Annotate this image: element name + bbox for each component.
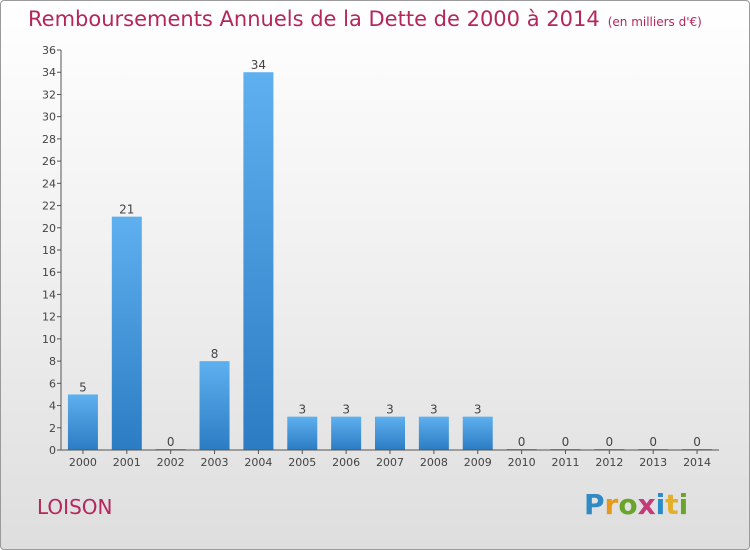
chart-title: Remboursements Annuels de la Dette de 20… (28, 7, 600, 31)
bar-value-label: 5 (79, 380, 87, 394)
bar-value-label: 3 (298, 403, 306, 417)
bar-2009 (462, 416, 493, 450)
y-tick-label: 2 (49, 422, 56, 435)
bar-value-label: 0 (518, 435, 526, 449)
bar-2007 (375, 416, 405, 450)
bar-value-label: 0 (562, 435, 570, 449)
bar-2008 (418, 416, 449, 450)
y-tick-label: 24 (42, 177, 56, 190)
y-tick-label: 30 (42, 111, 56, 124)
x-tick-label: 2010 (508, 456, 536, 469)
bar-value-label: 3 (342, 403, 350, 417)
y-tick-label: 22 (42, 200, 56, 213)
y-tick-label: 14 (42, 288, 56, 301)
x-tick-label: 2000 (69, 456, 97, 469)
x-tick-label: 2012 (595, 456, 623, 469)
chart-title-block: Remboursements Annuels de la Dette de 20… (28, 7, 702, 31)
x-tick-label: 2007 (376, 456, 404, 469)
bar-value-label: 3 (474, 403, 482, 417)
y-tick-label: 20 (42, 222, 56, 235)
x-tick-label: 2011 (551, 456, 579, 469)
y-tick-label: 32 (42, 88, 56, 101)
y-tick-label: 16 (42, 266, 56, 279)
bar-value-label: 0 (606, 435, 614, 449)
bar-2003 (199, 361, 230, 450)
bar-value-label: 34 (251, 58, 266, 72)
y-tick-label: 26 (42, 155, 56, 168)
x-tick-label: 2013 (639, 456, 667, 469)
y-tick-label: 6 (49, 377, 56, 390)
y-tick-label: 28 (42, 133, 56, 146)
x-tick-label: 2014 (683, 456, 711, 469)
bar-value-label: 0 (693, 435, 701, 449)
x-tick-label: 2002 (157, 456, 185, 469)
x-tick-label: 2001 (113, 456, 141, 469)
bar-2006 (331, 416, 362, 450)
bar-value-label: 3 (430, 403, 438, 417)
bar-value-label: 3 (386, 403, 394, 417)
x-tick-label: 2003 (201, 456, 229, 469)
bar-2001 (111, 216, 142, 450)
commune-name: LOISON (37, 495, 113, 519)
y-tick-label: 36 (42, 44, 56, 57)
x-tick-label: 2005 (288, 456, 316, 469)
x-tick-label: 2009 (464, 456, 492, 469)
bar-value-label: 0 (649, 435, 657, 449)
y-tick-label: 18 (42, 244, 56, 257)
proxiti-logo: Proxiti (584, 488, 689, 521)
y-tick-label: 8 (49, 355, 56, 368)
bar-value-label: 8 (211, 347, 219, 361)
y-tick-label: 0 (49, 444, 56, 457)
bar-2005 (287, 416, 318, 450)
y-tick-label: 12 (42, 311, 56, 324)
unit-note: (en milliers d'€) (607, 15, 702, 29)
x-tick-label: 2006 (332, 456, 360, 469)
bar-value-label: 21 (119, 203, 134, 217)
y-tick-label: 10 (42, 333, 56, 346)
x-tick-label: 2008 (420, 456, 448, 469)
y-tick-label: 4 (49, 400, 56, 413)
y-tick-label: 34 (42, 66, 56, 79)
x-tick-label: 2004 (244, 456, 272, 469)
bar-2000 (67, 394, 98, 450)
bar-value-label: 0 (167, 435, 175, 449)
bar-2004 (243, 72, 274, 450)
